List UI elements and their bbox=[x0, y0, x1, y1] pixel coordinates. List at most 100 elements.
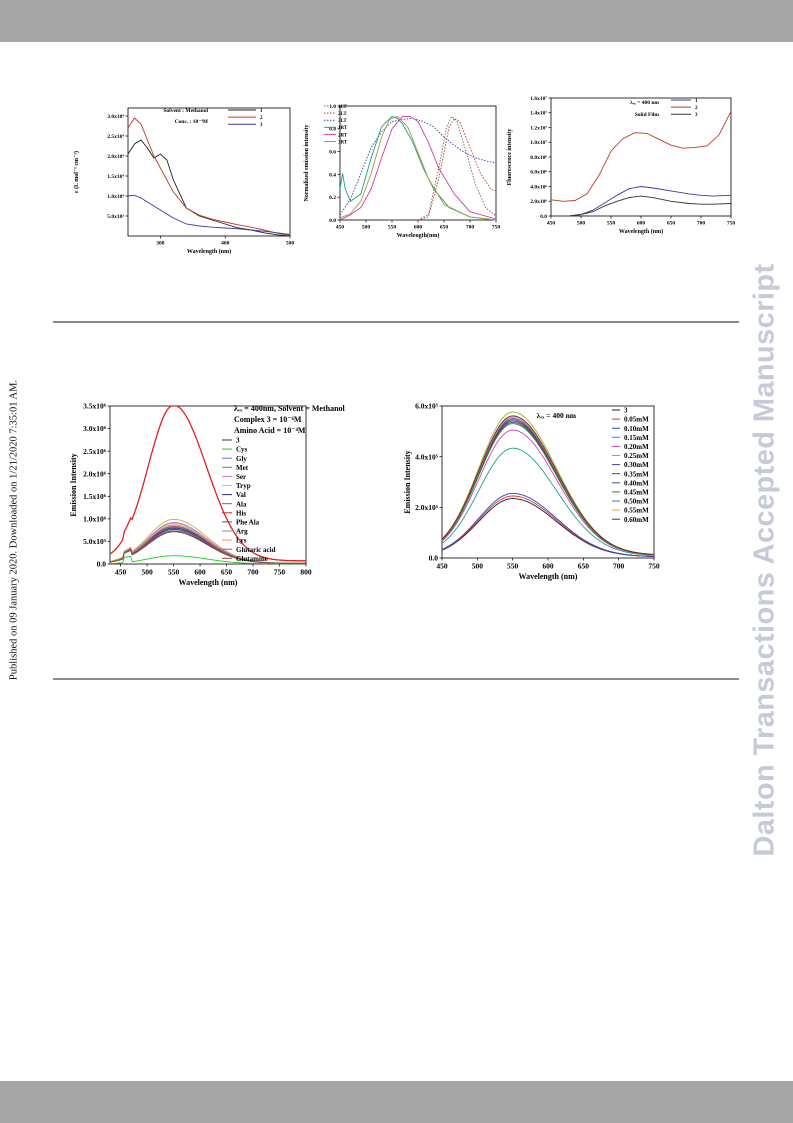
chart-annotation: Complex 3 = 10⁻⁶M bbox=[234, 415, 302, 424]
y-tick-label: 3.0x10⁶ bbox=[83, 424, 107, 433]
legend-label: Tryp bbox=[236, 482, 251, 490]
concentration-emission-chart: 450 500 550 600 650 700 750 0.0 2.0x10⁵ 4.0x10⁵ 6.… bbox=[403, 402, 660, 581]
series-line bbox=[339, 115, 497, 221]
y-tick-label: 0.0 bbox=[429, 554, 439, 563]
x-tick-label: 750 bbox=[727, 221, 736, 227]
legend-label: 0.05mM bbox=[624, 416, 649, 424]
section-divider-top bbox=[53, 321, 739, 323]
y-axis-label: Emission Intensity bbox=[403, 450, 412, 513]
series-line bbox=[441, 423, 655, 556]
x-axis-label: Wavelength(nm) bbox=[397, 232, 440, 239]
y-tick-label: 1.2x10⁷ bbox=[530, 125, 547, 131]
y-tick-label: 1.0x10⁴ bbox=[107, 194, 124, 200]
legend-label: 3LT bbox=[338, 119, 347, 124]
x-tick-label: 550 bbox=[507, 562, 519, 571]
series-line bbox=[109, 530, 306, 564]
amino-acid-emission-chart: 450 500 550 600 650 700 750 800 0.0 5.0x10⁵ 1.0x10… bbox=[69, 402, 346, 587]
x-tick-label: 650 bbox=[221, 568, 233, 577]
x-tick-label: 450 bbox=[436, 562, 448, 571]
y-tick-label: 1.6x10⁷ bbox=[530, 96, 547, 102]
x-tick-label: 750 bbox=[648, 562, 660, 571]
x-tick-label: 800 bbox=[300, 568, 312, 577]
legend-label: Ser bbox=[236, 473, 246, 481]
legend-label: 3 bbox=[695, 113, 698, 118]
x-tick-label: 550 bbox=[168, 568, 180, 577]
series-line bbox=[339, 115, 497, 221]
y-tick-label: 1.5x10⁴ bbox=[107, 174, 124, 180]
x-axis-label: Wavelength (nm) bbox=[519, 572, 578, 581]
chart-annotation: Amino Acid = 10⁻⁴M bbox=[234, 426, 306, 435]
y-tick-label: 0.0 bbox=[329, 218, 336, 224]
x-tick-label: 600 bbox=[194, 568, 206, 577]
y-axis-label: Normalized emission intensity bbox=[304, 125, 310, 202]
legend-label: 0.60mM bbox=[624, 516, 649, 524]
y-tick-label: 2.5x10⁴ bbox=[107, 134, 124, 140]
legend-label: Phe Ala bbox=[236, 519, 260, 527]
x-tick-label: 600 bbox=[637, 221, 646, 227]
series-line bbox=[417, 117, 497, 221]
legend-label: 0.40mM bbox=[624, 479, 649, 487]
legend-label: 2RT bbox=[338, 133, 348, 138]
legend-label: 1LT bbox=[338, 105, 347, 110]
x-tick-label: 650 bbox=[440, 225, 449, 231]
x-tick-label: 500 bbox=[141, 568, 153, 577]
y-tick-label: 0.2 bbox=[329, 195, 336, 201]
x-axis-label: Wavelength (nm) bbox=[187, 248, 231, 255]
x-tick-label: 450 bbox=[115, 568, 127, 577]
y-tick-label: 2.0x10⁵ bbox=[415, 503, 439, 512]
legend-label: Cys bbox=[236, 446, 248, 454]
section-divider-bottom bbox=[53, 678, 739, 680]
chart-annotation: λₑₓ = 400 nm bbox=[630, 100, 659, 106]
x-tick-label: 650 bbox=[667, 221, 676, 227]
y-tick-label: 5.0x10⁵ bbox=[83, 537, 107, 546]
series-line bbox=[550, 111, 732, 202]
x-tick-label: 300 bbox=[156, 241, 165, 247]
y-axis-label: Emission Intensity bbox=[69, 453, 78, 516]
x-tick-label: 500 bbox=[286, 241, 295, 247]
legend-label: His bbox=[236, 509, 246, 517]
series-line bbox=[551, 186, 732, 217]
y-tick-label: 2.0x10⁶ bbox=[530, 199, 547, 205]
y-tick-label: 1.0x10⁷ bbox=[530, 140, 547, 146]
legend-label: Lys bbox=[236, 537, 247, 545]
legend-label: 0.25mM bbox=[624, 452, 649, 460]
legend-label: 0.30mM bbox=[624, 461, 649, 469]
legend-label: Arg bbox=[236, 528, 248, 536]
y-tick-label: 4.0x10⁶ bbox=[530, 184, 547, 190]
legend-label: 1RT bbox=[338, 126, 348, 131]
y-tick-label: 1.0x10⁶ bbox=[83, 514, 107, 523]
legend-label: Val bbox=[236, 491, 246, 499]
top-header-band bbox=[0, 0, 793, 42]
series-line bbox=[127, 194, 291, 235]
series-line bbox=[339, 115, 497, 221]
series-line bbox=[551, 195, 732, 217]
y-tick-label: 6.0x10⁶ bbox=[530, 170, 547, 176]
x-tick-label: 400 bbox=[221, 241, 230, 247]
chart-annotation: Solvent : Methanol bbox=[163, 108, 208, 114]
plot-frame bbox=[127, 107, 291, 237]
legend-label: 0.15mM bbox=[624, 434, 649, 442]
y-tick-label: 1.0 bbox=[329, 104, 336, 110]
y-tick-label: 2.5x10⁶ bbox=[83, 447, 107, 456]
legend-label: 0.35mM bbox=[624, 470, 649, 478]
x-axis-label: Wavelength (nm) bbox=[619, 228, 663, 235]
x-tick-label: 650 bbox=[578, 562, 590, 571]
y-tick-label: 3.5x10⁶ bbox=[83, 402, 107, 411]
y-tick-label: 1.4x10⁷ bbox=[530, 111, 547, 117]
x-tick-label: 700 bbox=[466, 225, 475, 231]
x-tick-label: 700 bbox=[697, 221, 706, 227]
chart-annotation: λₑₓ = 400nm, Solvent = Methanol bbox=[234, 404, 346, 413]
y-tick-label: 2.0x10⁴ bbox=[107, 154, 124, 160]
plot-frame bbox=[109, 405, 307, 565]
y-tick-label: 8.0x10⁶ bbox=[530, 155, 547, 161]
legend-label: 0.20mM bbox=[624, 443, 649, 451]
legend-label: Glutaric acid bbox=[236, 546, 276, 554]
y-tick-label: 0.0 bbox=[97, 560, 107, 569]
legend-label: 1 bbox=[695, 99, 698, 104]
bottom-footer-band bbox=[0, 1081, 793, 1123]
series-line bbox=[109, 528, 306, 564]
series-line bbox=[441, 447, 655, 556]
chart-annotation: Conc. : 10⁻⁴M bbox=[175, 119, 209, 125]
y-tick-label: 4.0x10⁵ bbox=[415, 452, 439, 461]
series-line bbox=[441, 415, 655, 555]
